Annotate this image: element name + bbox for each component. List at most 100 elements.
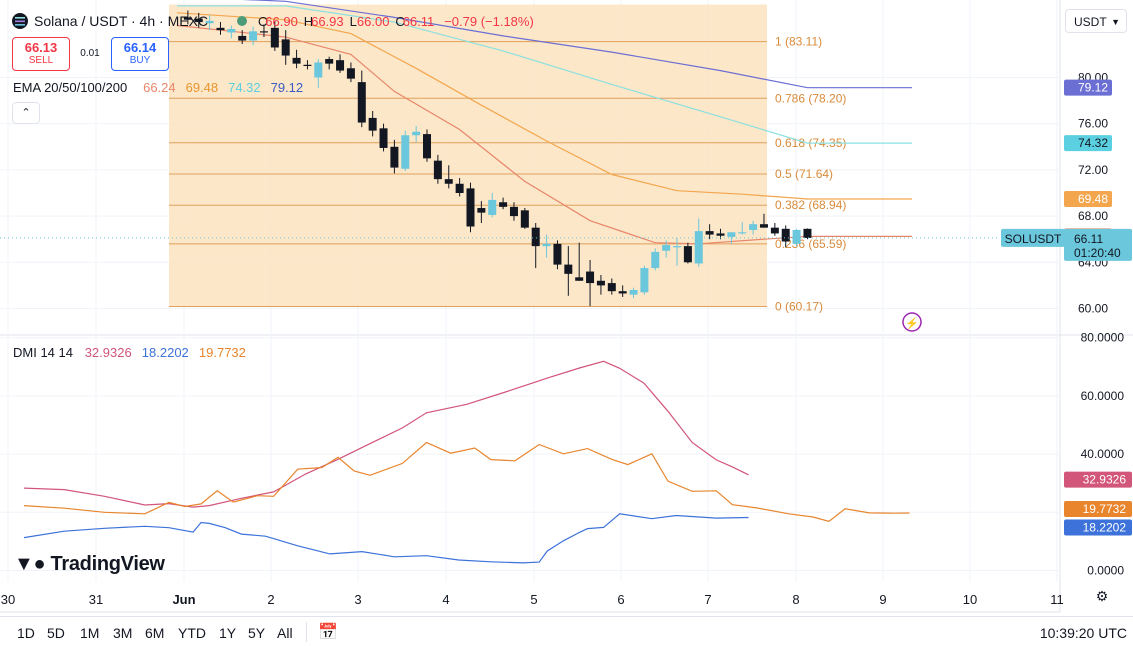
bar-countdown-text: 01:20:40 bbox=[1074, 246, 1121, 260]
market-status-icon bbox=[237, 16, 247, 26]
last-price-text: 66.11 bbox=[1074, 232, 1103, 246]
candle-body-down bbox=[325, 59, 334, 64]
candle-body-down bbox=[759, 224, 768, 228]
candle-body-down bbox=[336, 60, 345, 71]
adx-value: 32.9326 bbox=[85, 345, 132, 360]
ema-line-ema200 bbox=[241, 0, 912, 89]
dmi-line-adx bbox=[23, 360, 749, 508]
dmi-tag-adx bbox=[1064, 471, 1132, 488]
candle-body-down bbox=[281, 39, 290, 56]
range-5y[interactable]: 5Y bbox=[248, 625, 266, 641]
axes: 60.0064.0068.0072.0076.0080.000.000020.0… bbox=[1, 71, 1125, 608]
range-1m[interactable]: 1M bbox=[80, 625, 100, 641]
price-tick-label: 76.00 bbox=[1078, 117, 1108, 131]
candle-body-down bbox=[303, 64, 312, 66]
dmi-tick-label: 60.0000 bbox=[1081, 389, 1125, 403]
candle-body-down bbox=[379, 128, 388, 148]
candle-body-down bbox=[564, 264, 573, 274]
toolbar-divider bbox=[306, 622, 307, 642]
price-tag-text: 79.12 bbox=[1078, 81, 1108, 95]
axis-settings-gear-icon[interactable]: ⚙ bbox=[1095, 588, 1109, 604]
range-ytd[interactable]: YTD bbox=[178, 625, 206, 641]
utc-clock[interactable]: 10:39:20 UTC bbox=[1039, 625, 1127, 641]
ema-line-ema50 bbox=[176, 12, 912, 200]
currency-select[interactable]: USDT ▼ bbox=[1065, 9, 1127, 33]
range-1d[interactable]: 1D bbox=[17, 625, 35, 641]
time-tick-label: 9 bbox=[879, 592, 886, 607]
close-value: 66.11 bbox=[403, 14, 435, 29]
price-tick-label: 68.00 bbox=[1078, 209, 1108, 223]
tradingview-logo-text: TradingView bbox=[50, 553, 165, 575]
fib-level-label: 0 (60.17) bbox=[775, 300, 823, 314]
candle-body-up bbox=[412, 131, 421, 136]
candle-body-down bbox=[390, 146, 399, 168]
candle-body-down bbox=[270, 27, 279, 48]
candle-body-down bbox=[499, 202, 508, 207]
fibonacci-retracement[interactable]: 1 (83.11)0.786 (78.20)0.618 (74.35)0.5 (… bbox=[169, 4, 846, 314]
price-tick-label: 72.00 bbox=[1078, 163, 1108, 177]
candle-body-down bbox=[683, 246, 692, 263]
date-range-calendar-icon[interactable]: 📅 bbox=[318, 624, 338, 641]
candle-body-up bbox=[542, 243, 551, 247]
time-tick-label: 11 bbox=[1050, 592, 1064, 607]
candle-body-down bbox=[509, 206, 518, 217]
candle-body-up bbox=[651, 251, 660, 269]
candle-body-up bbox=[673, 246, 682, 248]
time-tick-label: 8 bbox=[792, 592, 799, 607]
time-tick-label: 31 bbox=[89, 592, 103, 607]
spread-value: 0.01 bbox=[80, 48, 100, 59]
price-tag-text: 74.32 bbox=[1078, 136, 1108, 150]
buy-button[interactable]: 66.14 BUY bbox=[111, 37, 169, 71]
ema-legend-label: EMA 20/50/100/200 bbox=[13, 80, 127, 95]
candle-body-down bbox=[194, 18, 203, 23]
range-5d[interactable]: 5D bbox=[47, 625, 65, 641]
candle-body-down bbox=[607, 283, 616, 292]
dmi-line-plus_di bbox=[23, 513, 749, 564]
close-label: C bbox=[395, 14, 404, 29]
dmi-tag-text: 32.9326 bbox=[1083, 473, 1127, 487]
price-tick-label: 60.00 bbox=[1078, 302, 1108, 316]
candle-body-up bbox=[488, 199, 497, 215]
collapse-indicators-button[interactable]: ⌃ bbox=[12, 102, 40, 124]
sell-button[interactable]: 66.13 SELL bbox=[12, 37, 70, 71]
price-tag-text: 69.48 bbox=[1078, 192, 1108, 206]
range-6m[interactable]: 6M bbox=[145, 625, 165, 641]
time-tick-label: 30 bbox=[1, 592, 15, 607]
candle-body-up bbox=[227, 28, 236, 33]
candle-body-down bbox=[423, 134, 432, 159]
time-tick-label: 6 bbox=[617, 592, 624, 607]
fib-level-label: 0.382 (68.94) bbox=[775, 198, 846, 212]
dmi-tag-text: 19.7732 bbox=[1083, 502, 1127, 516]
range-all[interactable]: All bbox=[277, 625, 293, 641]
symbol-title: Solana / USDT · 4h · MEXC bbox=[34, 13, 208, 29]
open-label: O bbox=[258, 14, 268, 29]
candle-body-down bbox=[596, 280, 605, 286]
candle-body-down bbox=[553, 243, 562, 265]
open-value: 66.90 bbox=[265, 14, 298, 29]
candle-body-up bbox=[205, 20, 214, 24]
range-3m[interactable]: 3M bbox=[113, 625, 133, 641]
buy-label: BUY bbox=[129, 55, 151, 66]
price-tag-ema200 bbox=[1064, 79, 1112, 96]
candle-body-up bbox=[314, 62, 323, 78]
fib-level-label: 1 (83.11) bbox=[775, 35, 822, 49]
candle-body-down bbox=[238, 35, 247, 41]
lightning-glyph: ⚡ bbox=[905, 317, 919, 330]
candle-body-up bbox=[401, 135, 410, 169]
dmi-tag-minus_di bbox=[1064, 500, 1132, 517]
low-value: 66.00 bbox=[357, 14, 390, 29]
solana-logo-bar bbox=[15, 24, 25, 26]
candle-body-up bbox=[792, 229, 801, 244]
candle-body-up bbox=[727, 232, 736, 237]
ema50-value: 69.48 bbox=[186, 80, 219, 95]
candle-body-down bbox=[292, 57, 301, 64]
range-1y[interactable]: 1Y bbox=[219, 625, 237, 641]
candle-body-down bbox=[618, 291, 627, 294]
candle-body-down bbox=[259, 31, 268, 33]
time-tick-label: 10 bbox=[963, 592, 977, 607]
tradingview-mark-icon: ▼● bbox=[14, 553, 46, 575]
candle-body-up bbox=[738, 232, 747, 234]
candle-body-down bbox=[781, 228, 790, 242]
